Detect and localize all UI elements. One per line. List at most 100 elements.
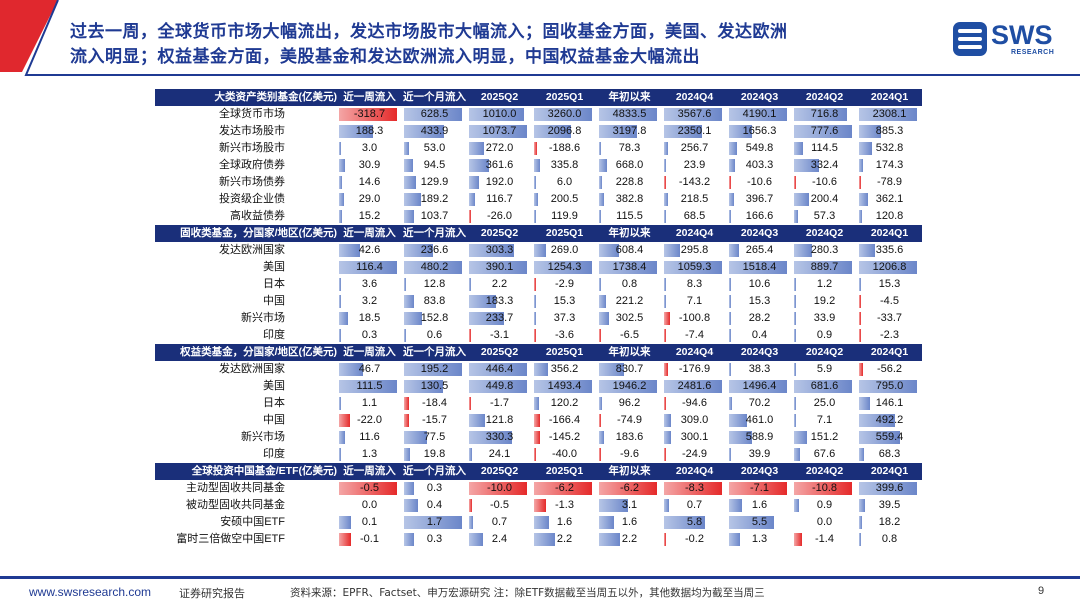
inflow-bar: [469, 142, 484, 155]
inflow-bar: [664, 244, 681, 257]
cell-value: -40.0: [551, 448, 578, 460]
cell-value: 795.0: [875, 380, 904, 392]
value-cell: 492.2: [857, 412, 922, 429]
value-cell: 3.1: [597, 497, 662, 514]
cell-value: 200.4: [810, 193, 839, 205]
cell-value: -10.6: [746, 176, 773, 188]
cell-value: 152.8: [420, 312, 449, 324]
table-row: 日本 1.1 -18.4 -1.7 120.2 96.2 -94.6 70.2 25.0 146.…: [155, 395, 922, 412]
value-cell: 382.8: [597, 191, 662, 208]
inflow-bar: [794, 448, 800, 461]
inflow-bar: [859, 414, 895, 427]
cell-value: 1010.0: [482, 108, 517, 120]
cell-value: -3.1: [490, 329, 509, 341]
outflow-bar: [534, 142, 538, 155]
inflow-bar: [664, 380, 722, 393]
cell-value: 67.6: [813, 448, 836, 460]
cell-value: -78.9: [876, 176, 903, 188]
value-cell: 302.5: [597, 310, 662, 327]
value-cell: 300.1: [662, 429, 727, 446]
cell-value: 433.9: [420, 125, 449, 137]
cell-value: 2.4: [491, 533, 508, 545]
cell-value: 5.5: [751, 516, 768, 528]
inflow-bar: [404, 431, 428, 444]
cell-value: -6.5: [620, 329, 639, 341]
value-cell: 11.6: [337, 429, 402, 446]
outflow-bar: [664, 312, 670, 325]
value-cell: 70.2: [727, 395, 792, 412]
cell-value: 29.0: [358, 193, 381, 205]
inflow-bar: [859, 125, 882, 138]
outflow-bar: [664, 482, 722, 495]
cell-value: 19.2: [813, 295, 836, 307]
table-row: 中国 3.2 83.8 183.3 15.3 221.2 7.1 15.3 19.2 -4.5: [155, 293, 922, 310]
value-cell: 1073.7: [467, 123, 532, 140]
value-cell: 356.2: [532, 361, 597, 378]
value-cell: 218.5: [662, 191, 727, 208]
cell-value: 1.1: [361, 397, 378, 409]
cell-value: -6.2: [620, 482, 639, 494]
cell-value: 295.8: [680, 244, 709, 256]
cell-value: 15.3: [748, 295, 771, 307]
value-cell: 0.7: [467, 514, 532, 531]
inflow-bar: [534, 312, 536, 325]
value-cell: 42.6: [337, 242, 402, 259]
cell-value: 200.5: [550, 193, 579, 205]
outflow-bar: [859, 295, 861, 308]
inflow-bar: [339, 193, 345, 206]
cell-value: 608.4: [615, 244, 644, 256]
inflow-bar: [469, 193, 476, 206]
value-cell: 0.7: [662, 497, 727, 514]
value-cell: 1.3: [337, 446, 402, 463]
inflow-bar: [729, 397, 732, 410]
inflow-bar: [794, 193, 809, 206]
section-header-row: 固收类基金，分国家/地区(亿美元) 近一周流入 近一个月流入 2025Q2 2025Q1…: [155, 225, 922, 242]
value-cell: 121.8: [467, 412, 532, 429]
column-header: 年初以来: [597, 344, 662, 361]
cell-value: 3260.0: [547, 108, 582, 120]
value-cell: -56.2: [857, 361, 922, 378]
cell-value: 532.8: [875, 142, 904, 154]
cell-value: 192.0: [485, 176, 514, 188]
outflow-bar: [534, 414, 541, 427]
inflow-bar: [664, 431, 671, 444]
value-cell: -145.2: [532, 429, 597, 446]
cell-value: -15.7: [421, 414, 448, 426]
inflow-bar: [664, 159, 666, 172]
inflow-bar: [859, 108, 917, 121]
value-cell: 532.8: [857, 140, 922, 157]
table-row: 美国 116.4 480.2 390.1 1254.3 1738.4 1059.3 1518.…: [155, 259, 922, 276]
cell-value: -188.6: [548, 142, 581, 154]
value-cell: 2.4: [467, 531, 532, 548]
inflow-bar: [729, 380, 787, 393]
value-cell: 303.3: [467, 242, 532, 259]
value-cell: 115.5: [597, 208, 662, 225]
value-cell: 1.6: [532, 514, 597, 531]
logo-subtext: RESEARCH: [1011, 49, 1055, 56]
cell-value: 1656.3: [742, 125, 777, 137]
value-cell: 5.5: [727, 514, 792, 531]
inflow-bar: [599, 108, 657, 121]
inflow-bar: [794, 380, 852, 393]
cell-value: 716.8: [810, 108, 839, 120]
inflow-bar: [339, 278, 341, 291]
value-cell: -166.4: [532, 412, 597, 429]
inflow-bar: [339, 329, 341, 342]
inflow-bar: [729, 261, 787, 274]
column-header: 2024Q2: [792, 225, 857, 242]
inflow-bar: [794, 312, 797, 325]
logo-text: SWS: [991, 20, 1053, 50]
cell-value: -4.5: [880, 295, 899, 307]
footer-website-link[interactable]: www.swsresearch.com: [29, 585, 152, 599]
value-cell: 830.7: [597, 361, 662, 378]
value-cell: 3.6: [337, 276, 402, 293]
cell-value: -1.7: [490, 397, 509, 409]
inflow-bar: [469, 176, 480, 189]
inflow-bar: [729, 329, 731, 342]
inflow-bar: [794, 499, 799, 512]
outflow-bar: [599, 482, 657, 495]
outflow-bar: [664, 329, 666, 342]
cell-value: 300.1: [680, 431, 709, 443]
inflow-bar: [404, 499, 418, 512]
inflow-bar: [339, 244, 361, 257]
